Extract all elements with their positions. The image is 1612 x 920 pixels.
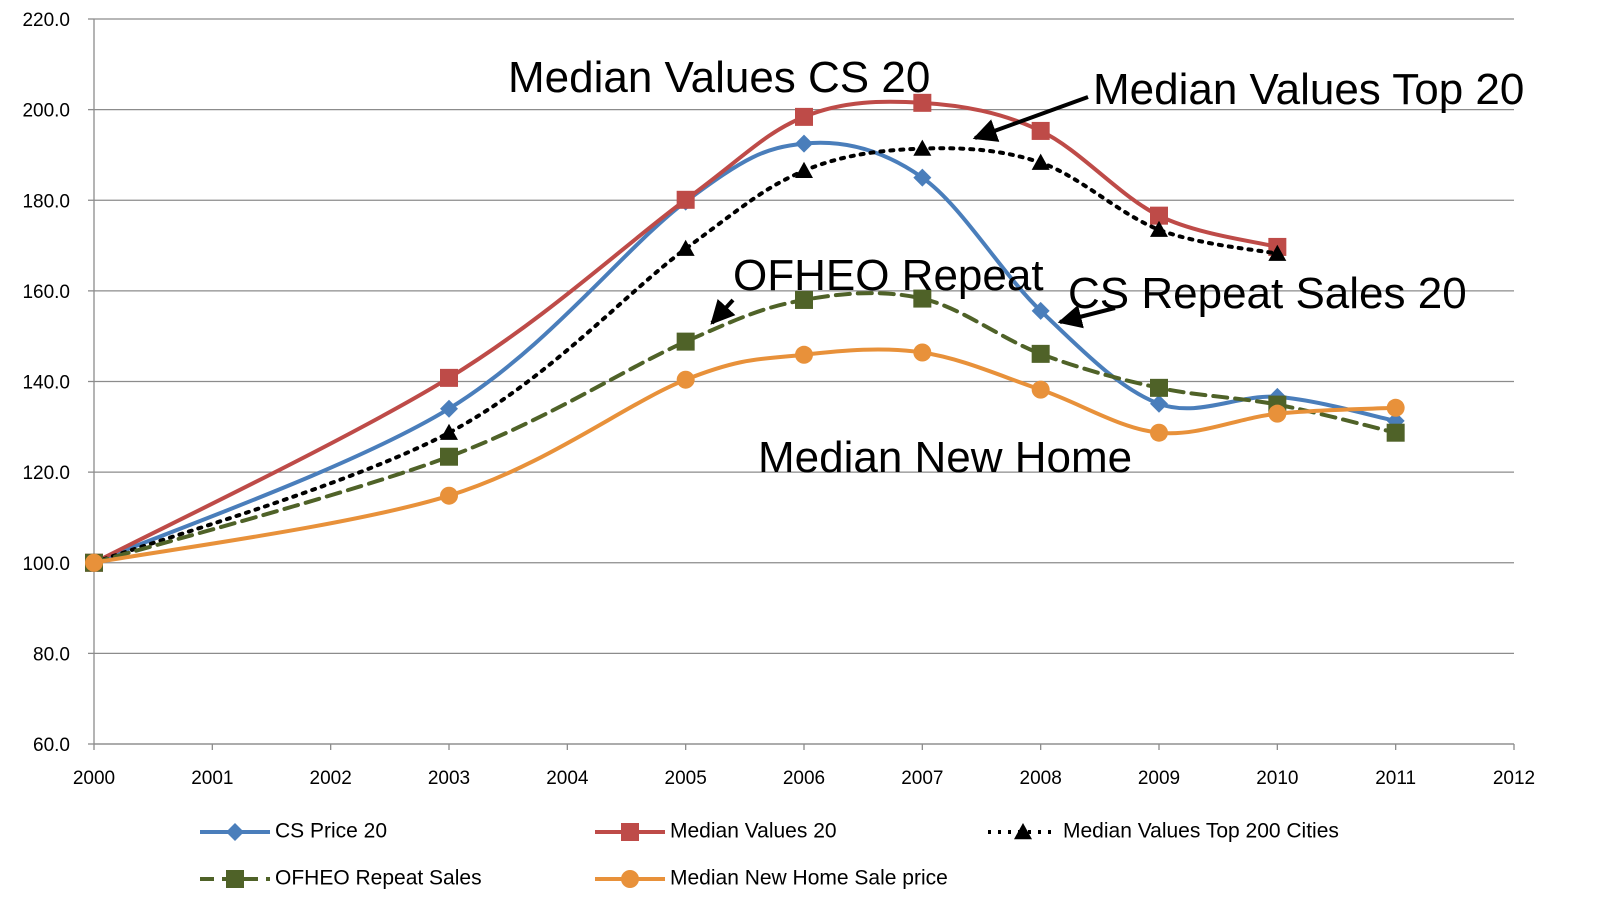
- marker: [676, 332, 695, 351]
- x-tick-label: 2003: [428, 768, 470, 789]
- x-tick-label: 2002: [310, 768, 352, 789]
- marker: [440, 399, 458, 418]
- marker: [1031, 121, 1050, 140]
- legend-label: CS Price 20: [275, 820, 387, 843]
- marker: [913, 93, 932, 112]
- marker: [676, 190, 695, 209]
- annotation-arrow: [1057, 305, 1116, 329]
- marker: [795, 161, 813, 178]
- marker: [1268, 244, 1287, 261]
- y-tick-label: 120.0: [22, 463, 70, 484]
- marker: [795, 107, 813, 126]
- x-tick-label: 2000: [73, 768, 115, 789]
- marker: [226, 823, 244, 841]
- y-tick-label: 60.0: [33, 735, 70, 756]
- marker: [795, 345, 813, 364]
- annotation: Median New Home: [758, 433, 1132, 482]
- annotation: OFHEO Repeat: [733, 251, 1044, 300]
- series-line: [92, 291, 1398, 565]
- marker: [1386, 398, 1405, 417]
- marker: [1031, 344, 1050, 363]
- marker: [440, 423, 458, 440]
- x-tick-label: 2007: [901, 768, 943, 789]
- annotation: Median Values Top 20: [1093, 65, 1524, 114]
- x-tick-label: 2008: [1020, 768, 1062, 789]
- annotation: Median Values CS 20: [508, 53, 930, 102]
- x-tick-label: 2009: [1138, 768, 1180, 789]
- y-tick-label: 180.0: [22, 191, 70, 212]
- marker: [913, 343, 932, 362]
- x-tick-label: 2004: [546, 768, 589, 789]
- legend-label: Median New Home Sale price: [670, 867, 948, 890]
- annotation-arrow: [710, 298, 736, 325]
- marker: [913, 289, 932, 308]
- marker: [913, 139, 932, 156]
- marker: [1150, 378, 1168, 397]
- marker: [1031, 301, 1050, 320]
- marker: [440, 368, 458, 387]
- marker: [795, 290, 813, 309]
- marker: [621, 870, 639, 888]
- y-tick-label: 200.0: [22, 101, 70, 122]
- marker: [440, 447, 458, 466]
- y-tick-label: 220.0: [22, 10, 70, 31]
- x-tick-label: 2011: [1375, 768, 1416, 789]
- marker: [1150, 423, 1168, 442]
- marker: [1150, 206, 1168, 225]
- y-tick-label: 100.0: [22, 554, 70, 575]
- marker: [85, 553, 103, 572]
- legend-label: Median Values 20: [670, 820, 837, 843]
- marker: [1268, 404, 1287, 423]
- x-tick-label: 2001: [191, 768, 233, 789]
- x-tick-label: 2005: [665, 768, 707, 789]
- x-tick-label: 2012: [1493, 768, 1535, 789]
- marker: [226, 870, 244, 888]
- marker: [913, 168, 932, 187]
- marker: [1031, 380, 1050, 399]
- marker: [440, 486, 458, 505]
- marker: [1150, 394, 1168, 413]
- y-tick-label: 140.0: [22, 373, 70, 394]
- marker: [676, 239, 695, 256]
- legend-label: Median Values Top 200 Cities: [1063, 820, 1339, 843]
- y-tick-label: 80.0: [33, 644, 70, 665]
- marker: [1386, 423, 1405, 442]
- marker: [795, 134, 813, 153]
- marker: [621, 823, 639, 841]
- x-tick-label: 2006: [783, 768, 825, 789]
- marker: [1150, 220, 1168, 237]
- marker: [1031, 153, 1050, 170]
- annotation-arrow: [972, 95, 1089, 142]
- x-tick-label: 2010: [1256, 768, 1298, 789]
- annotation: CS Repeat Sales 20: [1068, 269, 1467, 318]
- y-tick-label: 160.0: [22, 282, 70, 303]
- marker: [1014, 823, 1032, 840]
- legend-label: OFHEO Repeat Sales: [275, 867, 482, 890]
- marker: [676, 370, 695, 389]
